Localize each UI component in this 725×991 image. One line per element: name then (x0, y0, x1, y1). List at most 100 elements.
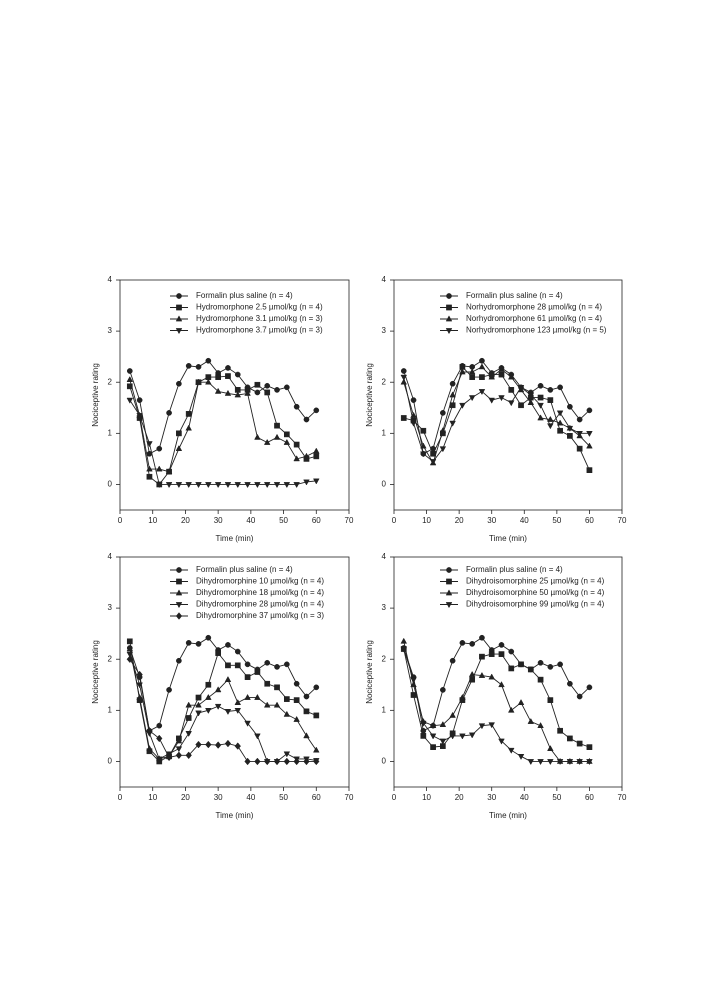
marker (205, 740, 212, 749)
marker (224, 482, 232, 489)
marker (527, 666, 534, 673)
marker (293, 715, 300, 722)
marker (273, 701, 281, 708)
marker (547, 759, 554, 766)
marker (498, 681, 505, 688)
marker (400, 374, 408, 381)
plot-frame (393, 279, 623, 511)
marker (429, 722, 437, 728)
marker (156, 722, 163, 729)
marker (303, 693, 310, 700)
x-tick-label: 60 (312, 793, 321, 802)
marker (205, 482, 212, 489)
marker (273, 757, 281, 766)
marker (195, 641, 202, 647)
x-tick-label: 60 (312, 516, 321, 525)
x-tick-label: 40 (520, 516, 529, 525)
marker (429, 733, 437, 740)
marker (557, 384, 563, 391)
marker (507, 747, 515, 754)
legend-label: Dihydroisomorphine 50 µmol/kg (n = 4) (466, 588, 605, 597)
y-tick-label: 2 (382, 654, 387, 663)
marker (576, 445, 583, 452)
marker (224, 739, 232, 748)
x-tick-label: 70 (618, 793, 627, 802)
x-tick-label: 50 (279, 516, 288, 525)
x-tick-label: 40 (246, 793, 255, 802)
marker (449, 420, 456, 427)
marker (166, 687, 172, 693)
plot-frame (119, 279, 350, 511)
marker (488, 651, 495, 657)
marker (410, 420, 417, 427)
marker (488, 373, 495, 380)
marker (215, 374, 221, 380)
series-line (129, 379, 317, 473)
marker (430, 744, 436, 750)
legend-marker (446, 293, 452, 299)
marker (439, 738, 447, 745)
x-tick-label: 30 (214, 516, 223, 525)
legend-marker (445, 602, 453, 609)
x-axis-label: Time (min) (216, 534, 254, 543)
marker (488, 673, 495, 680)
marker (517, 385, 525, 391)
x-tick-label: 50 (552, 516, 561, 525)
marker (205, 693, 212, 700)
marker (126, 368, 133, 374)
marker (175, 445, 183, 451)
legend-label: Dihydroisomorphine 25 µmol/kg (n = 4) (466, 577, 605, 586)
marker (527, 392, 535, 399)
y-tick-label: 3 (108, 326, 113, 335)
marker (429, 459, 437, 466)
marker (556, 759, 564, 766)
marker (449, 402, 456, 409)
marker (313, 447, 320, 454)
marker (225, 373, 231, 379)
x-tick-label: 30 (487, 793, 496, 802)
marker (244, 757, 251, 766)
legend-label: Formalin plus saline (n = 4) (466, 291, 563, 300)
marker (185, 482, 192, 489)
marker (586, 684, 593, 691)
marker (567, 403, 573, 410)
marker (166, 410, 172, 416)
marker (254, 482, 261, 489)
marker (566, 425, 574, 432)
x-tick-label: 60 (585, 516, 594, 525)
y-tick-label: 0 (108, 757, 113, 766)
x-tick-label: 0 (392, 793, 397, 802)
y-tick-label: 3 (108, 603, 113, 612)
marker (234, 662, 241, 669)
marker (293, 441, 300, 448)
marker (498, 365, 505, 372)
marker (185, 640, 192, 646)
x-tick-label: 70 (345, 793, 354, 802)
marker (508, 665, 515, 672)
marker (283, 757, 291, 766)
marker (146, 465, 153, 472)
marker (313, 746, 320, 753)
marker (479, 634, 485, 641)
marker (195, 364, 202, 370)
marker (293, 757, 300, 766)
legend-marker (445, 315, 453, 322)
marker (449, 380, 456, 387)
marker (478, 363, 486, 370)
x-tick-label: 20 (455, 516, 464, 525)
marker (283, 482, 291, 489)
marker (420, 733, 427, 739)
marker (176, 380, 182, 387)
marker (214, 741, 222, 749)
legend-label: Formalin plus saline (n = 4) (196, 291, 293, 300)
marker (469, 374, 476, 380)
marker (518, 402, 524, 409)
marker (537, 382, 544, 389)
marker (468, 368, 476, 375)
marker (439, 721, 447, 727)
marker (126, 655, 134, 663)
marker (400, 637, 408, 644)
marker (468, 670, 476, 677)
